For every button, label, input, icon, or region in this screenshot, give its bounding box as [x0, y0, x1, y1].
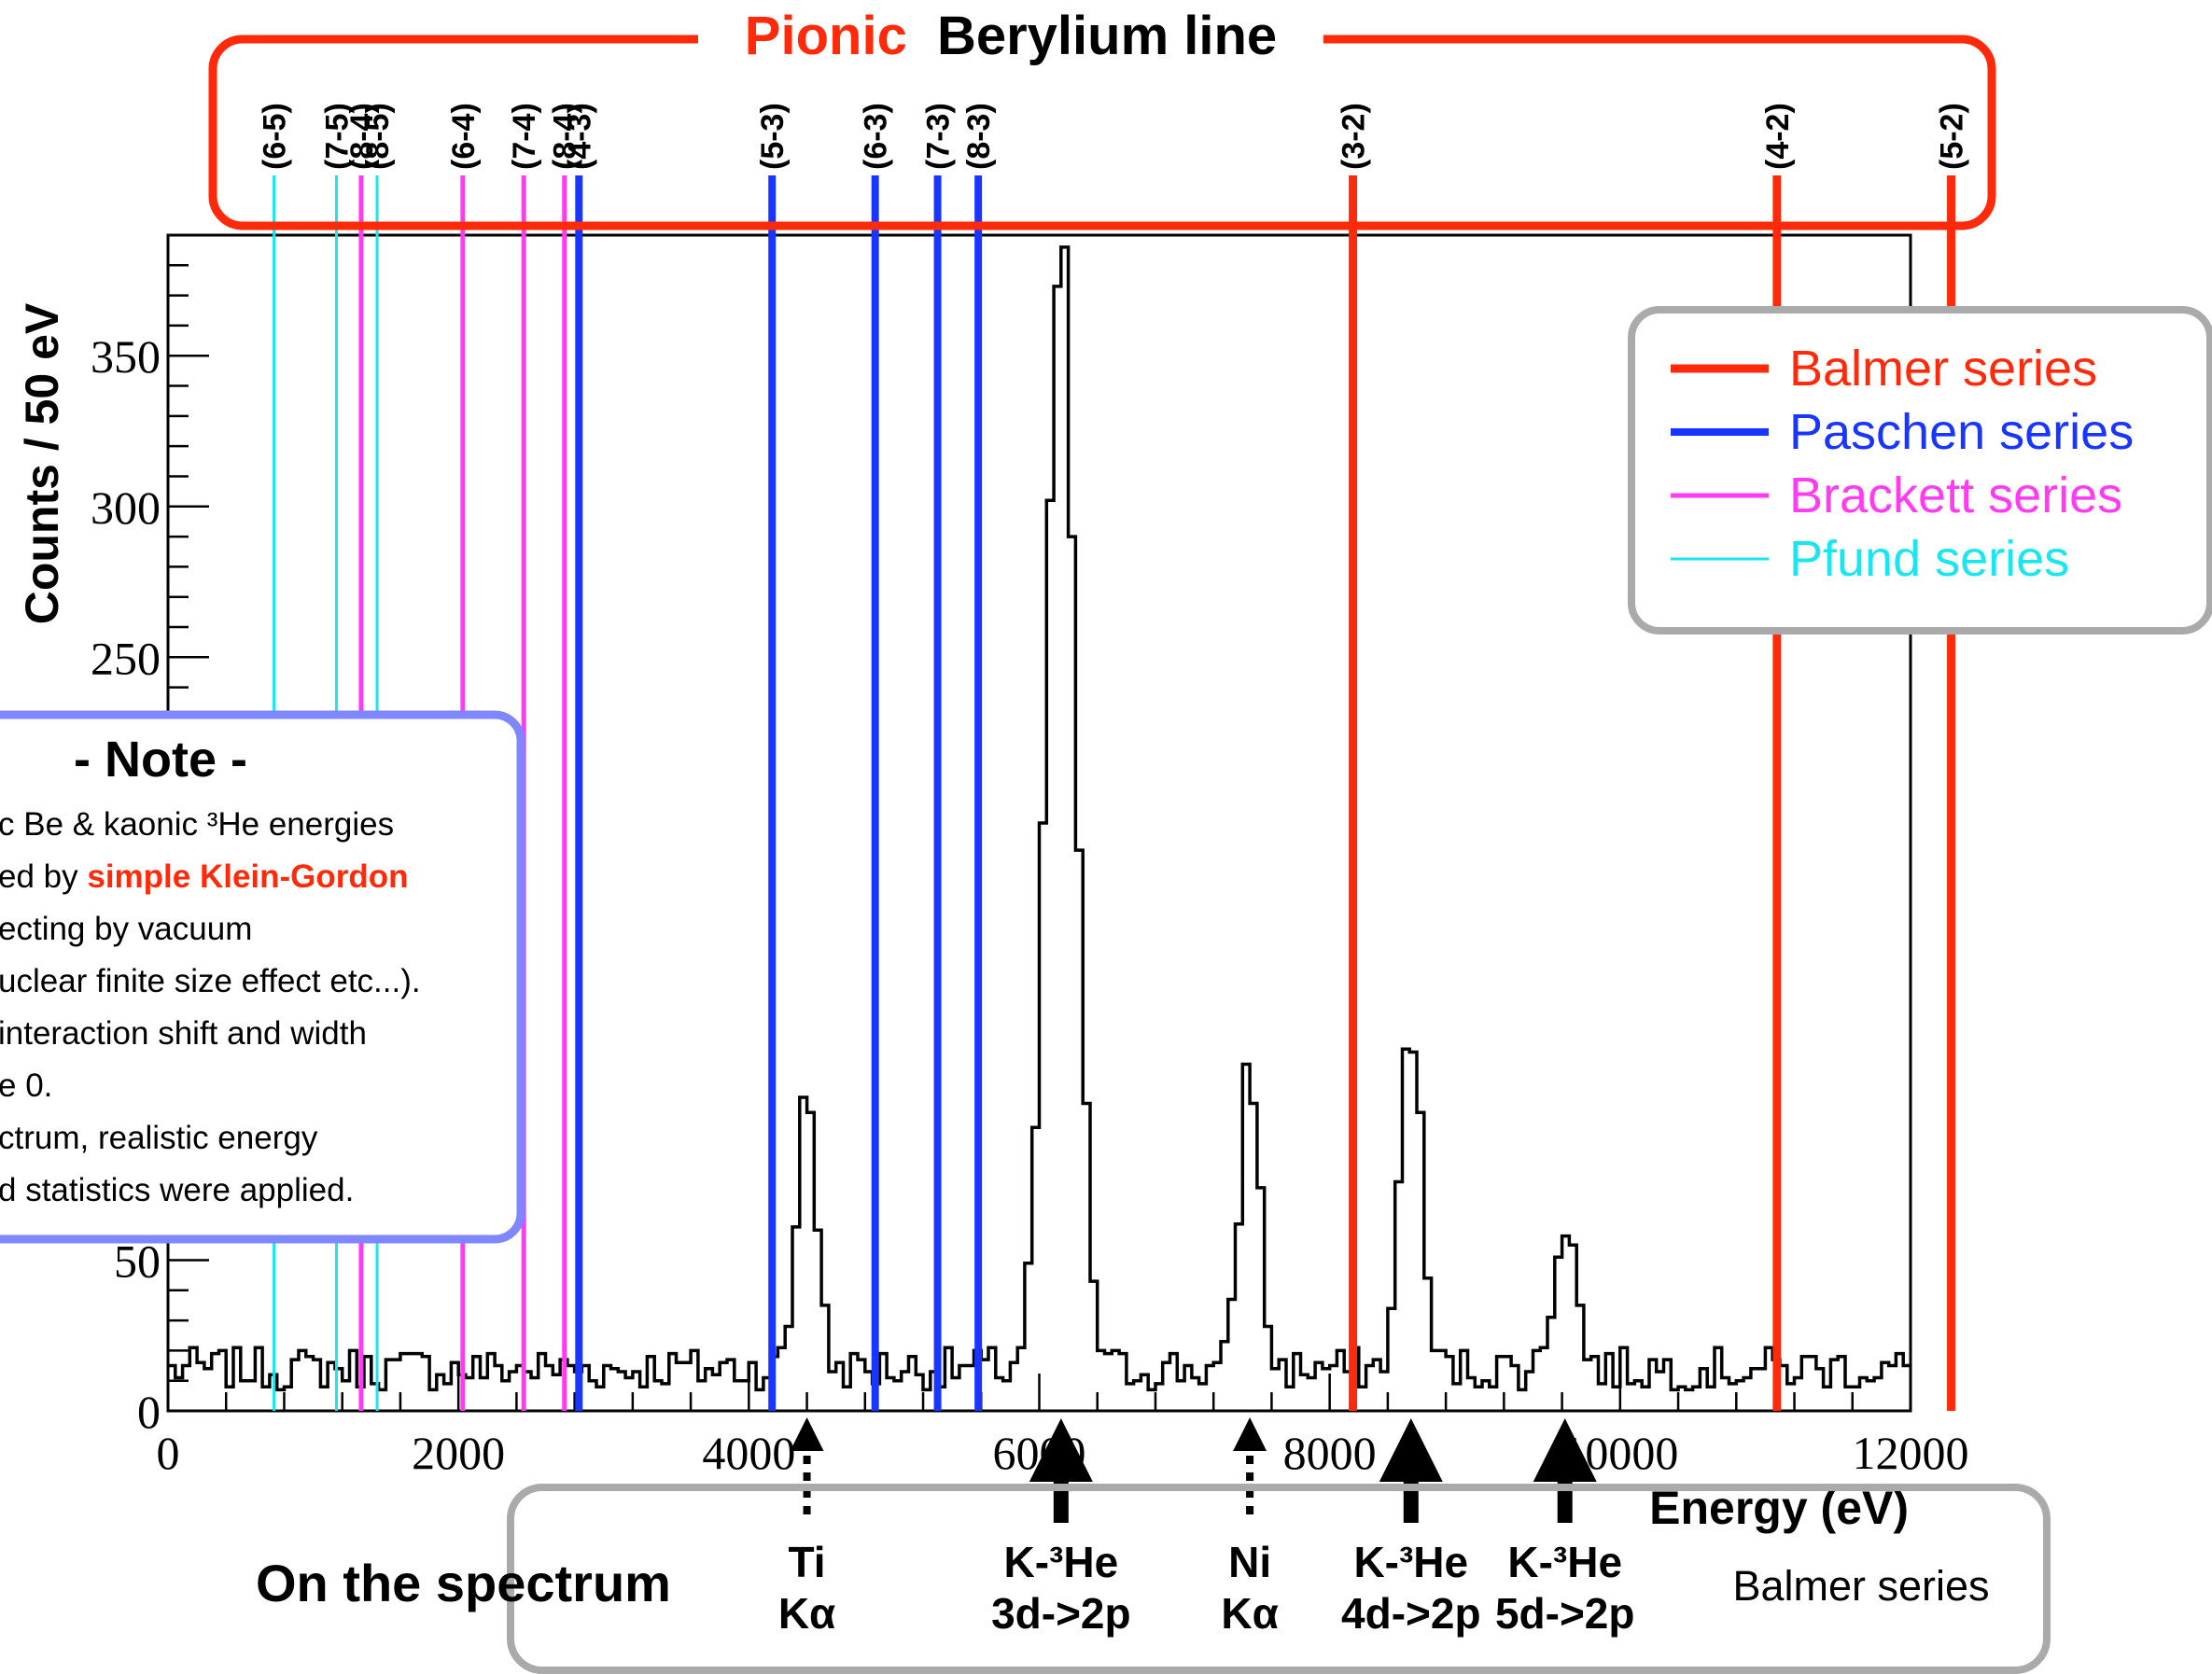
note-line-highlight: simple Klein-Gordon	[87, 858, 408, 895]
spectrum-annotation: On the spectrum TiKαK-³He3d->2pNiKαK-³He…	[256, 1484, 2051, 1674]
note-line: interaction shift and width	[0, 1015, 367, 1052]
y-tick-label: 0	[137, 1386, 161, 1438]
spectrum-item-line1: Ti	[789, 1538, 826, 1586]
x-tick-label: 4000	[702, 1427, 795, 1479]
y-tick-label: 50	[114, 1235, 161, 1287]
legend-label-balmer: Balmer series	[1789, 341, 2097, 397]
note-line-text: d statistics were applied.	[0, 1172, 354, 1208]
pionic-title-highlight: Pionic	[745, 6, 907, 66]
note-line: e 0.	[0, 1067, 52, 1104]
note-line-text: uclear finite size effect etc...).	[0, 963, 421, 999]
spectrum-item-line1: Ni	[1228, 1538, 1271, 1586]
pionic-line-label: (7-4)	[507, 103, 542, 170]
spectrum-item-line1: K-³He	[1004, 1538, 1119, 1586]
y-tick-label: 250	[91, 632, 161, 684]
pionic-line-labels: (6-5) (7-5) (8-5)(8-4) (6-4) (7-4) (8-4)(4-3)…	[258, 103, 1970, 170]
x-axis: 0 2000 4000 6000 8000 10000 12000	[157, 1374, 1969, 1479]
spectrum-box-legend-text: Balmer series	[1732, 1562, 1989, 1610]
spectrum-item-line2: 5d->2p	[1495, 1589, 1635, 1638]
spectrum-box	[507, 1484, 2051, 1674]
pionic-title: Pionic Berylium line	[745, 6, 1277, 66]
spectrum-box-label: On the spectrum	[256, 1554, 671, 1612]
x-tick-label: 2000	[412, 1427, 505, 1479]
note-line: d statistics were applied.	[0, 1172, 354, 1208]
legend-label-pfund: Pfund series	[1789, 531, 2069, 587]
pionic-line-label: (5-2)	[1935, 103, 1970, 170]
note-line: ctrum, realistic energy	[0, 1120, 318, 1156]
pionic-line-label: (8-3)	[961, 103, 997, 170]
y-tick-label: 350	[91, 330, 161, 383]
note-line-text: e 0.	[0, 1067, 52, 1104]
pionic-line-label: (7-5)	[319, 103, 355, 170]
note-line-text: c Be & kaonic ³He energies	[0, 806, 394, 843]
pionic-line-label: (3-2)	[1337, 103, 1372, 170]
note-line: ecting by vacuum	[0, 911, 252, 947]
arrow-head	[1379, 1418, 1443, 1482]
note-line: ed by simple Klein-Gordon	[0, 858, 409, 895]
note-panel: - Note - c Be & kaonic ³He energies ed by…	[0, 710, 525, 1244]
pionic-title-rest: Berylium line	[937, 6, 1277, 66]
pionic-line-label: (4-3)	[562, 103, 597, 170]
pionic-line-label: (8-4)	[344, 103, 380, 170]
spectrum-item-line2: 3d->2p	[991, 1589, 1131, 1638]
x-tick-label: 8000	[1283, 1427, 1377, 1479]
note-line-text: ctrum, realistic energy	[0, 1120, 318, 1156]
pionic-line-label: (6-3)	[859, 103, 894, 170]
pionic-line-label: (4-2)	[1760, 103, 1796, 170]
spectrum-item-line2: Kα	[1221, 1589, 1279, 1638]
arrow-head	[1533, 1418, 1597, 1482]
note-box	[0, 710, 525, 1244]
legend: Balmer series Paschen series Brackett seri…	[1628, 306, 2212, 635]
x-tick-label: 12000	[1853, 1427, 1969, 1479]
pionic-line-label: (5-3)	[755, 103, 791, 170]
spectrum-item-line1: K-³He	[1507, 1538, 1622, 1586]
peak-arrows	[790, 1417, 1597, 1523]
arrow-head	[1233, 1417, 1267, 1451]
spectrum-item-line2: Kα	[778, 1589, 836, 1638]
y-tick-label: 300	[91, 481, 161, 534]
note-line-text: ed by	[0, 858, 87, 895]
legend-box	[1628, 306, 2212, 635]
x-tick-label: 0	[157, 1427, 180, 1479]
arrow-head	[1029, 1418, 1093, 1482]
note-title: - Note -	[74, 732, 247, 788]
spectrum-item-line2: 4d->2p	[1341, 1589, 1481, 1638]
pionic-line-label: (7-3)	[921, 103, 957, 170]
arrow-head	[790, 1417, 824, 1451]
note-line-text: ecting by vacuum	[0, 911, 252, 947]
pionic-title-gap	[698, 28, 1323, 52]
spectrum-item-line1: K-³He	[1353, 1538, 1468, 1586]
y-axis-title: Counts / 50 eV	[16, 302, 68, 624]
note-line: uclear finite size effect etc...).	[0, 963, 421, 999]
legend-label-brackett: Brackett series	[1789, 467, 2122, 523]
pionic-line-label: (6-4)	[446, 103, 482, 170]
note-line: c Be & kaonic ³He energies	[0, 806, 394, 843]
pionic-line-label: (8-4)	[548, 103, 583, 170]
note-line-text: interaction shift and width	[0, 1015, 367, 1052]
pionic-line-label: (8-5)	[360, 103, 396, 170]
pionic-line-label: (6-5)	[258, 103, 293, 170]
spectrum-histogram	[168, 245, 1911, 1392]
legend-label-paschen: Paschen series	[1789, 404, 2134, 460]
